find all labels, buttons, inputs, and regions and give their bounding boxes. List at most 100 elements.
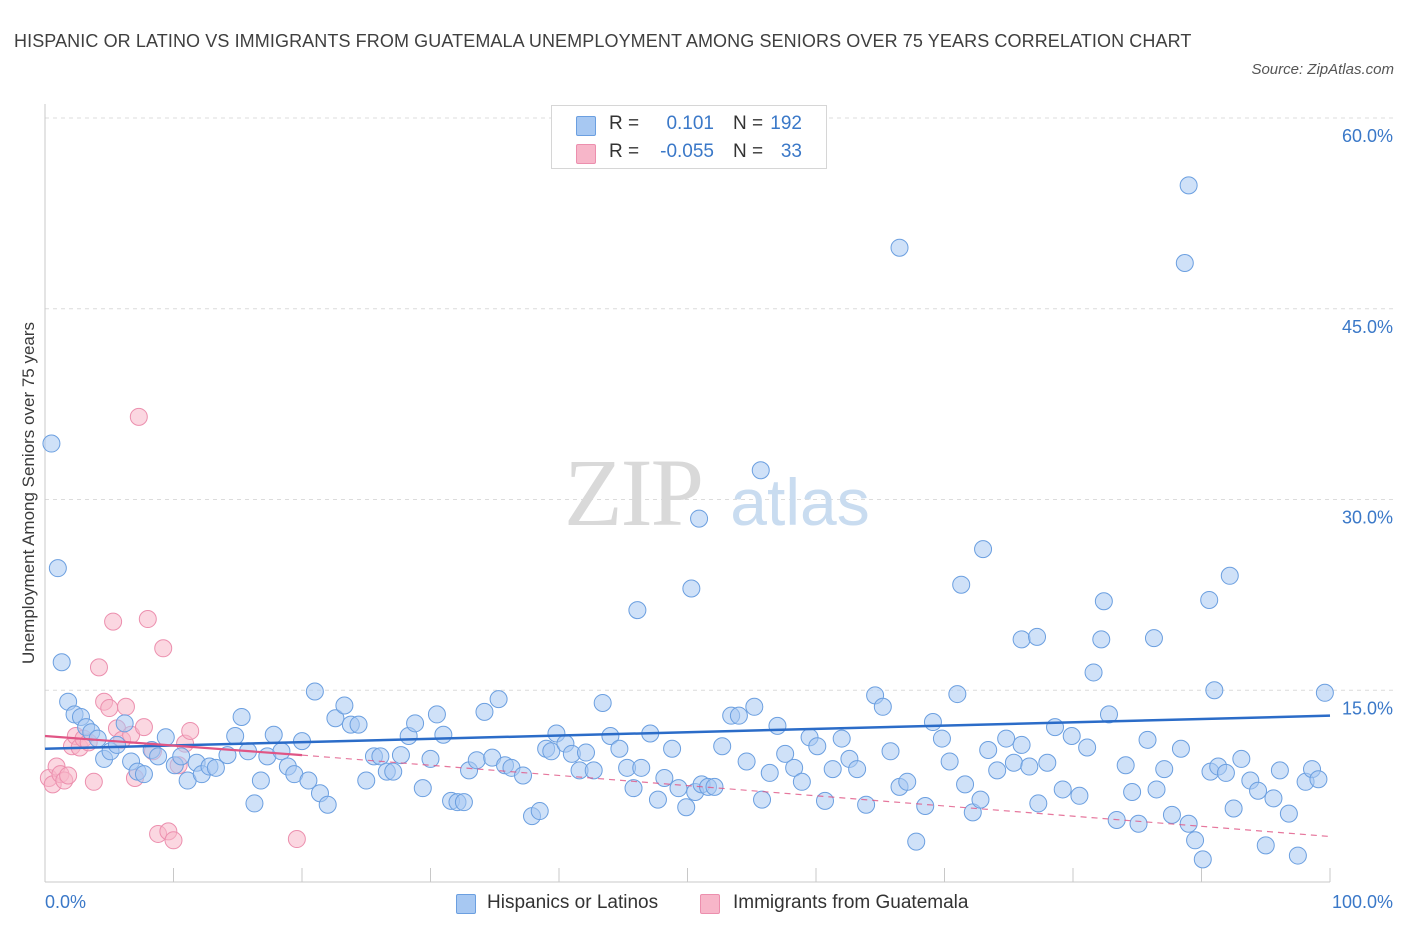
hispanic-point (1224, 799, 1243, 818)
hispanic-point (952, 575, 971, 594)
hispanic-point (823, 760, 842, 779)
hispanic-point (1084, 663, 1103, 682)
axes (44, 104, 1331, 883)
hispanic-point (1012, 735, 1031, 754)
hispanic-point (768, 716, 787, 735)
hispanic-point (1046, 718, 1065, 737)
tick-labels: 15.0% 30.0% 45.0% 60.0% 0.0% 100.0% (45, 126, 1393, 912)
hispanic-point (663, 739, 682, 758)
hispanic-point (737, 752, 756, 771)
hispanic-point (1179, 176, 1198, 195)
hispanic-point (907, 832, 926, 851)
hispanic-point (923, 713, 942, 732)
hispanic-point (648, 790, 667, 809)
hispanic-point (52, 653, 71, 672)
hispanic-point (1138, 730, 1157, 749)
hispanic-point (335, 696, 354, 715)
x-tick-label-min: 0.0% (45, 892, 86, 912)
hispanic-point (971, 790, 990, 809)
r-label: R = (609, 141, 640, 162)
hispanic-point (1249, 781, 1268, 800)
hispanic-point (530, 802, 549, 821)
hispanic-point (1020, 757, 1039, 776)
hispanic-point (815, 791, 834, 810)
hispanic-point (1092, 630, 1111, 649)
r-value: -0.055 (660, 141, 714, 162)
hispanic-point (682, 579, 701, 598)
hispanic-point (1123, 782, 1142, 801)
guatemala-point (129, 407, 148, 426)
hispanic-point (413, 779, 432, 798)
guatemala-point (59, 766, 78, 785)
watermark-zip: ZIP (564, 439, 702, 546)
trend-line-hispanic (44, 714, 1331, 750)
stats-row-guatemala: R = -0.055 N = 33 (552, 138, 826, 166)
hispanic-point (1147, 780, 1166, 799)
chart-title: HISPANIC OR LATINO VS IMMIGRANTS FROM GU… (14, 31, 1192, 51)
hispanic-point (632, 758, 651, 777)
watermark: ZIP atlas (564, 439, 870, 546)
hispanic-point (729, 706, 748, 725)
hispanic-point (932, 729, 951, 748)
guatemala-point (181, 721, 200, 740)
hispanic-point (1062, 727, 1081, 746)
hispanic-point (1171, 739, 1190, 758)
guatemala-point (104, 612, 123, 631)
hispanic-point (881, 742, 900, 761)
hispanic-point (1144, 629, 1163, 648)
hispanic-point (601, 727, 620, 746)
hispanic-point (1028, 627, 1047, 646)
hispanic-point (172, 747, 191, 766)
hispanic-point (997, 729, 1016, 748)
hispanic-point (115, 714, 134, 733)
hispanic-point (785, 758, 804, 777)
hispanic-point (48, 559, 67, 578)
hispanic-point (745, 697, 764, 716)
y-tick-label: 60.0% (1342, 126, 1393, 146)
hispanic-point (475, 702, 494, 721)
hispanic-point (1099, 705, 1118, 724)
y-tick-label: 45.0% (1342, 317, 1393, 337)
hispanic-point (1256, 836, 1275, 855)
guatemala-point (89, 658, 108, 677)
hispanic-point (776, 744, 795, 763)
hispanic-point (357, 771, 376, 790)
guatemala-point (154, 639, 173, 658)
hispanic-point (264, 725, 283, 744)
hispanic-point (655, 768, 674, 787)
hispanic-point (832, 729, 851, 748)
stats-row-hispanic: R = 0.101 N = 192 (552, 110, 826, 138)
n-value: 33 (780, 141, 802, 162)
hispanic-point (1029, 794, 1048, 813)
hispanic-point (1193, 850, 1212, 869)
trend-lines (44, 714, 1331, 838)
hispanic-point (156, 728, 175, 747)
hispanic-point (974, 540, 993, 559)
hispanic-point (898, 772, 917, 791)
hispanic-point (610, 739, 629, 758)
hispanic-point (1078, 738, 1097, 757)
hispanic-point (1038, 753, 1057, 772)
hispanic-point (713, 737, 732, 756)
hispanic-point (940, 752, 959, 771)
hispanic-point (272, 742, 291, 761)
hispanic-point (690, 509, 709, 528)
legend-swatch-pink (700, 894, 720, 914)
hispanic-point (988, 761, 1007, 780)
guatemala-point (100, 699, 119, 718)
legend-label: Hispanics or Latinos (487, 892, 659, 913)
hispanic-point (948, 685, 967, 704)
hispanic-point (979, 741, 998, 760)
hispanic-point (1175, 253, 1194, 272)
hispanic-point (576, 743, 595, 762)
hispanic-point (542, 742, 561, 761)
hispanic-point (857, 795, 876, 814)
hispanic-point (873, 697, 892, 716)
hispanic-point (1012, 630, 1031, 649)
hispanic-point (1264, 789, 1283, 808)
hispanic-point (434, 725, 453, 744)
hispanic-point (808, 737, 827, 756)
legend-swatch-blue (456, 894, 476, 914)
hispanic-point (232, 707, 251, 726)
